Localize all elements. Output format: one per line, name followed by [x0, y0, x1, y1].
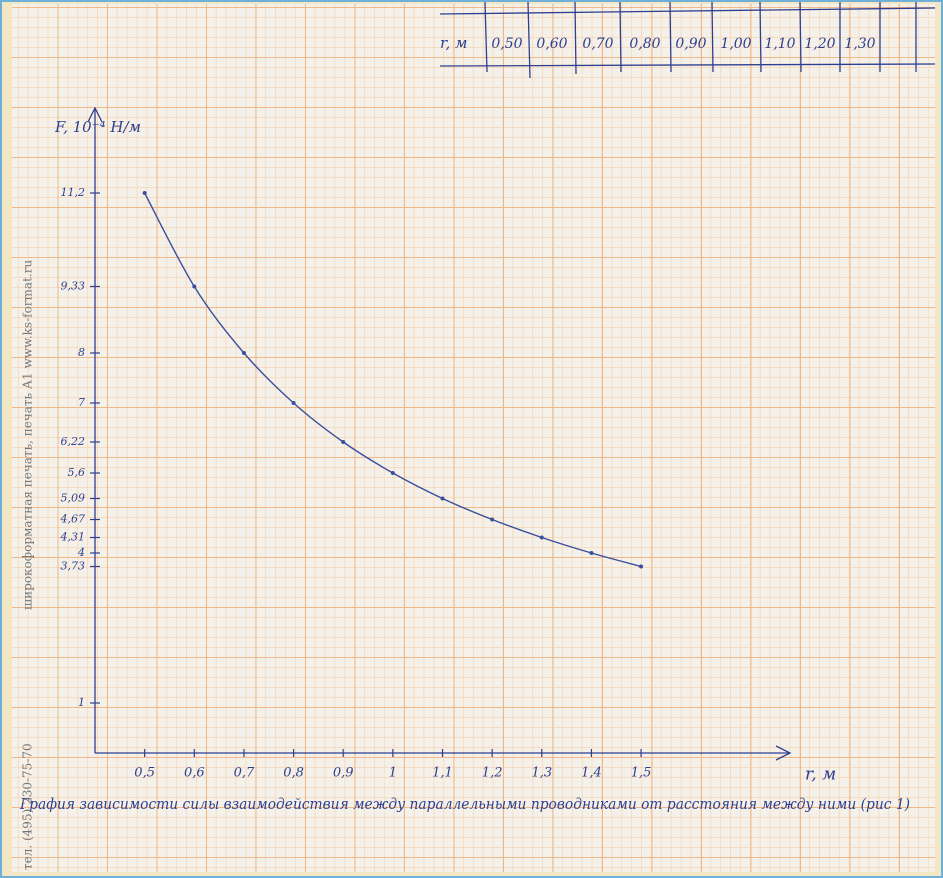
- y-tick-label: 5,6: [68, 466, 86, 479]
- table-cell: 1,30: [844, 36, 875, 52]
- y-tick-label: 6,22: [61, 435, 86, 448]
- point: [192, 285, 196, 289]
- x-tick-label: 0,7: [234, 766, 255, 781]
- x-tick-label: 1,1: [432, 766, 453, 781]
- y-tick-label: 11,2: [61, 186, 86, 199]
- margin-text: широкоформатная печать, печать А1 www.ks…: [21, 260, 35, 610]
- point: [540, 536, 544, 540]
- y-tick-label: 4: [77, 546, 85, 559]
- table-cell: 0,50: [491, 36, 522, 52]
- point: [242, 351, 246, 355]
- caption-text: Графия зависимости силы взаимодействия м…: [19, 795, 910, 813]
- page: F, 10⁻⁴ Н/м r, м Графия зависимости силы…: [0, 0, 943, 878]
- table-cell: 0,90: [675, 36, 706, 52]
- y-tick-label: 3,73: [61, 560, 86, 573]
- point: [490, 518, 494, 522]
- point: [391, 471, 395, 475]
- y-tick-label: 7: [78, 396, 85, 409]
- y-tick-label: 9,33: [61, 280, 86, 293]
- y-tick-label: 8: [78, 346, 85, 359]
- x-tick-label: 0,5: [134, 766, 155, 781]
- table-cell: 1,20: [804, 36, 835, 52]
- table-cell: 0,80: [629, 36, 660, 52]
- x-tick-label: 0,9: [333, 766, 354, 781]
- x-tick-label: 1,3: [531, 766, 552, 781]
- point: [292, 401, 296, 405]
- table-cell: 1,00: [720, 36, 751, 52]
- point: [341, 440, 345, 444]
- x-tick-label: 0,6: [184, 766, 205, 781]
- x-axis-label: r, м: [805, 765, 836, 785]
- x-tick-label: 1: [389, 766, 397, 781]
- table-cell: 1,10: [764, 36, 795, 52]
- table-cell: 0,60: [536, 36, 567, 52]
- axes: [88, 108, 790, 760]
- y-tick-label: 4,67: [60, 513, 86, 526]
- point: [639, 565, 643, 569]
- x-tick-label: 1,4: [581, 766, 602, 781]
- x-tick-label: 1,2: [482, 766, 503, 781]
- curve: [145, 193, 641, 567]
- table-header: r, м: [440, 34, 468, 52]
- y-axis-label: F, 10⁻⁴ Н/м: [54, 118, 141, 136]
- point: [143, 191, 147, 195]
- margin-text: тел. (495) 230-75-70: [21, 743, 35, 870]
- point: [589, 551, 593, 555]
- table-cell: 0,70: [582, 36, 613, 52]
- chart: F, 10⁻⁴ Н/м r, м Графия зависимости силы…: [0, 0, 943, 878]
- point: [441, 497, 445, 501]
- y-tick-label: 4,31: [60, 531, 86, 544]
- caption: Графия зависимости силы взаимодействия м…: [19, 795, 910, 813]
- y-tick-label: 1: [78, 696, 85, 709]
- x-tick-label: 0,8: [283, 766, 304, 781]
- y-tick-label: 5,09: [61, 492, 86, 505]
- x-tick-label: 1,5: [631, 766, 652, 781]
